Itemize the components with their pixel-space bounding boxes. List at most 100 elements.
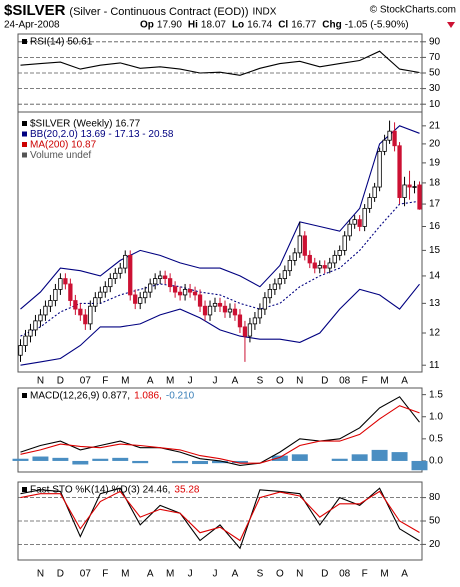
candle-body [192,291,198,296]
candle-body [48,300,53,307]
quote-value: -1.05 (-5.90%) [345,20,409,31]
x-tick-label: A [232,376,239,387]
candle-body [417,184,422,210]
legend-label: MA(200) 10.87 [30,140,97,151]
candle-body [292,252,297,261]
legend-swatch [22,39,27,44]
candle-body [227,308,233,313]
y-tick-label: 12 [429,328,441,339]
panel-frame [17,111,423,373]
panel-frame [17,387,423,473]
x-tick-label: A [401,376,408,387]
histogram-bar [351,454,368,461]
down-arrow [447,22,455,28]
candle-body [182,288,188,296]
legend-label: 1.086, [134,391,162,402]
candle-body [277,278,282,285]
quote-label: Cl [278,20,288,31]
indicator-line [20,405,420,464]
x-tick-label: S [257,569,264,580]
x-tick-label: M [380,569,388,580]
y-tick-label: 1.5 [429,389,443,400]
quote-value: 17.90 [157,20,182,31]
candle-body [93,297,98,307]
candle-body [367,197,372,209]
candle-body [332,254,337,264]
candle-body [252,317,258,325]
candle-body [302,235,307,256]
candle-body [148,283,153,293]
candle-body [78,308,83,316]
candle-body [143,291,148,299]
candle-body [207,305,213,316]
x-tick-label: D [57,376,64,387]
candle-body [242,326,248,337]
candle-body [18,345,23,356]
y-tick-label: 11 [429,360,440,371]
instrument-name: (Silver - Continuous Contract (EOD)) [69,6,248,18]
candle-body [53,288,58,301]
histogram-bar [291,454,308,461]
candle-body [83,314,88,325]
x-tick-label: S [257,376,264,387]
y-tick-label: 17 [429,199,441,210]
candle-body [377,150,382,188]
histogram-bar [231,460,248,464]
candle-body [402,184,407,198]
x-tick-label: N [37,569,44,580]
candle-body [197,294,203,307]
quote-value: 16.74 [247,20,272,31]
x-tick-label: F [102,569,108,580]
indicator-line [20,50,420,76]
legend-label: $SILVER (Weekly) 16.77 [30,119,141,130]
bollinger-upper [20,125,420,310]
candle-body [162,275,168,279]
histogram-bar [32,456,49,461]
candle-body [177,291,183,296]
quote-value: 16.77 [291,20,316,31]
y-tick-label: 18 [429,178,441,189]
legend-label: RSI(14) 50.61 [30,37,93,48]
histogram-bar [52,457,69,461]
candle-body [38,314,43,322]
candle-body [357,219,362,227]
x-tick-label: D [321,569,328,580]
legend-swatch [22,487,27,492]
x-tick-label: D [57,569,64,580]
candle-body [387,130,392,141]
candle-body [312,262,317,269]
candle-body [63,278,68,285]
histogram-bar [12,458,29,461]
candle-body [247,323,253,337]
candle-body [237,314,243,328]
date: 24-Apr-2008 [4,20,60,31]
source: © StockCharts.com [370,5,456,16]
histogram-bar [411,460,428,471]
y-tick-label: 19 [429,158,441,169]
histogram-bar [271,455,288,461]
legend-label: MACD(12,26,9) 0.877, [30,391,130,402]
quote-label: Lo [232,20,244,31]
candle-body [262,297,268,310]
candle-body [372,186,377,198]
x-tick-label: A [401,569,408,580]
y-tick-label: 80 [429,492,441,503]
legend-label: -0.210 [166,391,195,402]
y-tick-label: 14 [429,271,441,282]
x-tick-label: D [321,376,328,387]
x-tick-label: J [188,376,193,387]
histogram-bar [331,458,348,461]
candle-body [133,294,138,304]
x-tick-label: A [232,569,239,580]
candle-body [212,302,218,307]
candle-body [172,286,178,293]
candle-body [98,291,103,299]
candle-body [347,223,352,237]
x-tick-label: 08 [339,569,351,580]
legend-label: Fast STO %K(14) %D(3) 24.46, [30,485,170,496]
x-tick-label: F [102,376,108,387]
candle-body [327,262,332,269]
x-tick-label: 08 [339,376,351,387]
